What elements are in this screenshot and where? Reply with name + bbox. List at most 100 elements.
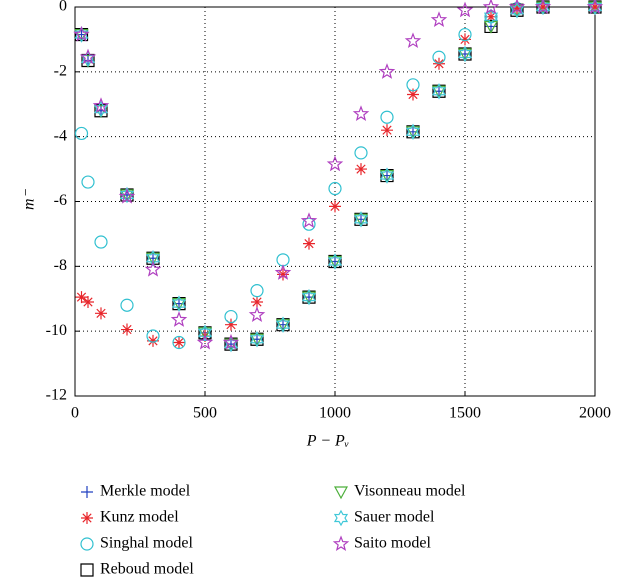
point (275, 316, 291, 333)
point (511, 2, 523, 15)
point (73, 25, 90, 42)
point (248, 306, 266, 322)
point (535, 0, 551, 16)
point (277, 268, 289, 281)
point (276, 318, 290, 332)
x-tick-label: 1000 (319, 405, 351, 422)
point (404, 32, 422, 49)
point (352, 105, 370, 121)
point (303, 237, 315, 250)
point (74, 26, 89, 43)
point (457, 45, 473, 63)
point (173, 336, 185, 349)
point (300, 212, 318, 228)
point (509, 2, 525, 19)
point (328, 254, 342, 269)
point (355, 163, 367, 176)
legend-marker (81, 512, 93, 524)
point (407, 88, 419, 101)
y-tick-label: 0 (59, 0, 67, 15)
legend-label: Saito model (354, 535, 431, 552)
point (380, 110, 394, 124)
x-tick-label: 2000 (579, 405, 611, 422)
point (537, 1, 549, 13)
point (483, 20, 499, 34)
point (145, 250, 161, 267)
point (588, 0, 602, 14)
point (79, 48, 97, 65)
legend-marker (80, 537, 94, 551)
point (172, 297, 186, 311)
y-tick-label: -6 (54, 192, 67, 209)
point (249, 333, 265, 347)
point (586, 0, 604, 15)
point (75, 291, 88, 304)
point (275, 319, 291, 332)
legend-marker (80, 563, 94, 577)
point (82, 295, 94, 308)
point (225, 318, 237, 331)
point (458, 27, 472, 42)
point (405, 126, 421, 140)
legend-label: Sauer model (354, 509, 435, 526)
point (432, 50, 446, 64)
point (250, 332, 264, 346)
point (378, 63, 396, 79)
point (431, 85, 447, 99)
point (482, 0, 500, 15)
y-tick-label: -12 (46, 387, 67, 404)
point (92, 97, 110, 113)
legend-label: Kunz model (100, 509, 179, 526)
point (274, 264, 292, 280)
point (302, 290, 316, 304)
point (93, 100, 109, 118)
point (406, 125, 420, 139)
point (354, 212, 368, 226)
x-tick-label: 0 (71, 405, 79, 422)
point (146, 329, 160, 343)
point (587, 0, 603, 16)
point (250, 284, 264, 298)
point (459, 33, 471, 46)
point (249, 331, 265, 348)
legend-marker (333, 486, 349, 500)
point (94, 235, 108, 249)
point (327, 255, 343, 269)
point (406, 78, 420, 92)
point (147, 334, 159, 347)
point (457, 48, 473, 62)
point (120, 298, 134, 312)
point (353, 213, 369, 227)
point (74, 126, 89, 141)
point (198, 326, 212, 340)
point (326, 155, 344, 172)
point (328, 181, 342, 196)
point (224, 309, 238, 324)
point (118, 187, 136, 204)
point (508, 0, 526, 15)
x-tick-label: 1500 (449, 405, 481, 422)
legend-label: Merkle model (100, 483, 191, 500)
point (589, 1, 601, 13)
point (144, 260, 162, 277)
point (379, 169, 395, 183)
point (405, 123, 421, 141)
point (431, 83, 447, 100)
point (120, 188, 134, 202)
point (170, 311, 188, 327)
point (171, 295, 187, 312)
y-axis-label: m⁻ (21, 188, 38, 210)
point (458, 47, 472, 61)
point (456, 1, 474, 18)
point (81, 175, 95, 189)
point (301, 288, 317, 306)
point (381, 124, 393, 137)
legend-label: Singhal model (100, 535, 193, 552)
point (171, 298, 187, 311)
y-tick-label: -2 (54, 63, 67, 80)
x-axis-label: P − Pᵥ (306, 433, 350, 450)
point (302, 217, 316, 231)
point (251, 295, 263, 308)
point (301, 291, 317, 305)
